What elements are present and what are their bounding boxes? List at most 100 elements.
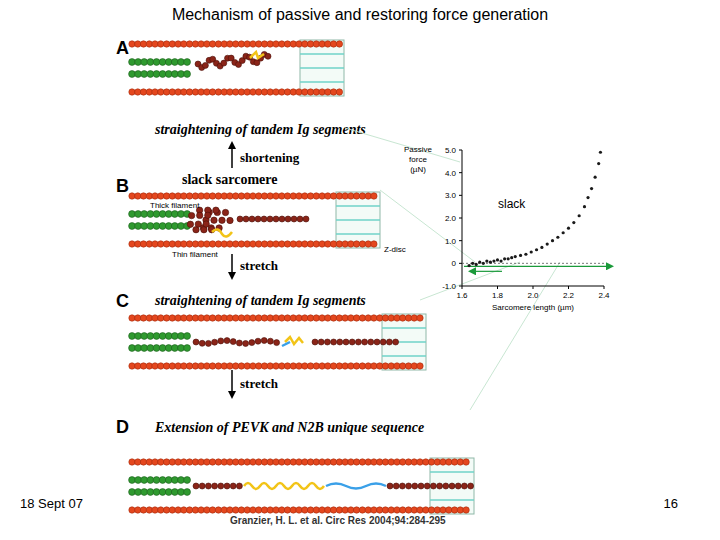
titin-ig [399, 483, 405, 489]
thick-filament [129, 211, 136, 218]
thick-filament [171, 489, 178, 496]
data-point [471, 262, 474, 265]
thin-filament [181, 193, 187, 199]
data-point [599, 151, 602, 154]
data-point [468, 264, 471, 267]
thick-filament [135, 59, 142, 66]
thin-filament [186, 459, 192, 465]
thick-filament [153, 489, 160, 496]
thin-filament [325, 41, 331, 47]
thick-filament [153, 71, 160, 78]
thin-filament [238, 459, 244, 465]
thick-filament [129, 71, 136, 78]
thick-filament [184, 489, 191, 496]
y-tick-label: 4.0 [445, 169, 457, 178]
chart-annotation: slack [498, 197, 526, 211]
z-disc [430, 458, 474, 514]
y-tick [459, 240, 462, 241]
data-point [594, 176, 597, 179]
thin-filament [198, 89, 204, 95]
titin-ig [227, 217, 233, 223]
titin-ig [218, 338, 224, 344]
thin-filament [388, 507, 394, 513]
thick-filament [159, 333, 166, 340]
thick-filament [153, 345, 160, 352]
thick-filament [165, 59, 172, 66]
thin-filament [181, 363, 187, 369]
titin-n2b [326, 484, 386, 489]
thin-filament [313, 241, 319, 247]
thin-filament [296, 459, 302, 465]
thin-filament [238, 89, 244, 95]
thin-filament [296, 89, 302, 95]
thick-filament [129, 333, 136, 340]
data-point [499, 259, 502, 262]
thin-filament [302, 41, 308, 47]
thin-filament [186, 363, 192, 369]
titin-ig [443, 483, 449, 489]
titin-ig [468, 483, 474, 489]
titin-ig [211, 217, 217, 223]
thick-filament [135, 477, 142, 484]
thin-filament [169, 41, 175, 47]
thin-filament [181, 459, 187, 465]
thin-filament [244, 89, 250, 95]
thin-filament [446, 507, 452, 513]
thin-filament [152, 193, 158, 199]
thin-filament [169, 315, 175, 321]
thin-filament [417, 363, 423, 369]
thick-filament [153, 211, 160, 218]
thin-filament [353, 363, 359, 369]
thick-filament [147, 345, 154, 352]
thin-filament [428, 459, 434, 465]
thin-filament [330, 459, 336, 465]
thin-filament [209, 41, 215, 47]
thin-filament [371, 459, 377, 465]
data-point [507, 257, 510, 260]
titin-ig [243, 341, 249, 347]
z-disc-line [336, 205, 380, 207]
thick-filament [178, 333, 185, 340]
thin-filament [267, 41, 273, 47]
data-point [562, 231, 565, 234]
thin-filament [158, 41, 164, 47]
titin-ig [437, 483, 443, 489]
y-axis-label-line: force [409, 155, 427, 164]
thick-filament [165, 223, 172, 230]
x-tick [533, 286, 534, 289]
thin-filament [463, 459, 469, 465]
thin-filament [209, 507, 215, 513]
titin-ig [203, 221, 209, 227]
thin-filament [238, 193, 244, 199]
thin-filament [181, 41, 187, 47]
data-point [524, 253, 527, 256]
x-tick [568, 286, 569, 289]
titin-ig [393, 339, 399, 345]
thin-filament [256, 89, 262, 95]
thin-filament [359, 315, 365, 321]
thin-filament [256, 315, 262, 321]
thin-filament [342, 507, 348, 513]
data-point [489, 261, 492, 264]
titin-ig [265, 53, 271, 59]
thin-filament [330, 315, 336, 321]
thin-filament [284, 459, 290, 465]
thin-filament [169, 507, 175, 513]
thin-filament [330, 89, 336, 95]
thick-filament [147, 477, 154, 484]
thin-filament [256, 459, 262, 465]
panel-label: A [116, 38, 129, 58]
z-disc [382, 314, 426, 370]
thin-filament [342, 241, 348, 247]
thin-filament [342, 363, 348, 369]
data-point [590, 187, 593, 190]
panel-caption: Extension of PEVK and N2B unique sequenc… [154, 420, 424, 435]
thin-filament [302, 459, 308, 465]
x-tick-label: 1.8 [492, 291, 504, 300]
thick-filament [178, 477, 185, 484]
thin-filament [140, 315, 146, 321]
thin-filament [342, 459, 348, 465]
thin-filament [388, 459, 394, 465]
thick-filament [165, 345, 172, 352]
titin-ig [212, 483, 218, 489]
